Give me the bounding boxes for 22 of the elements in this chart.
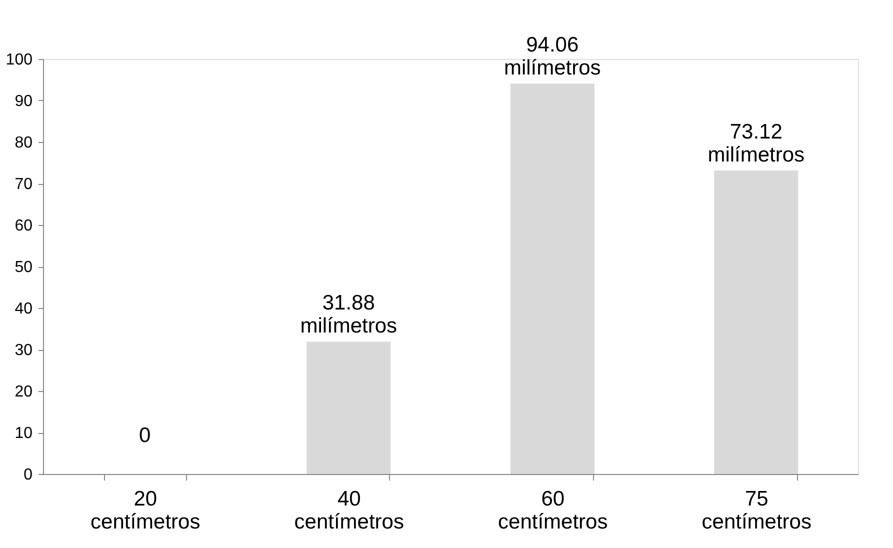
y-tick-label: 80 — [14, 134, 33, 152]
y-tick-label: 30 — [14, 342, 33, 359]
x-tick-label: 75 centímetros — [702, 488, 812, 534]
data-label: 0 — [139, 424, 151, 447]
bar — [510, 84, 594, 474]
y-tick-label: 10 — [14, 425, 33, 442]
y-tick-label: 0 — [24, 466, 33, 484]
y-tick-label: 20 — [14, 384, 33, 400]
data-label: 73.12 milímetros — [708, 120, 805, 167]
data-label: 94.06 milímetros — [504, 34, 601, 80]
x-tick-label: 40 centímetros — [294, 488, 404, 534]
x-tick-label: 20 centímetros — [90, 488, 200, 534]
bar — [306, 342, 391, 474]
y-tick-label: 100 — [6, 52, 33, 68]
y-tick-label: 40 — [14, 300, 33, 318]
bar — [714, 170, 798, 474]
x-tick-label: 60 centímetros — [498, 488, 608, 534]
y-tick-label: 50 — [14, 259, 33, 276]
data-label: 31.88 milímetros — [300, 292, 398, 338]
y-tick-label: 60 — [14, 218, 33, 234]
y-tick-label: 90 — [14, 93, 33, 110]
y-tick-label: 70 — [14, 176, 33, 193]
